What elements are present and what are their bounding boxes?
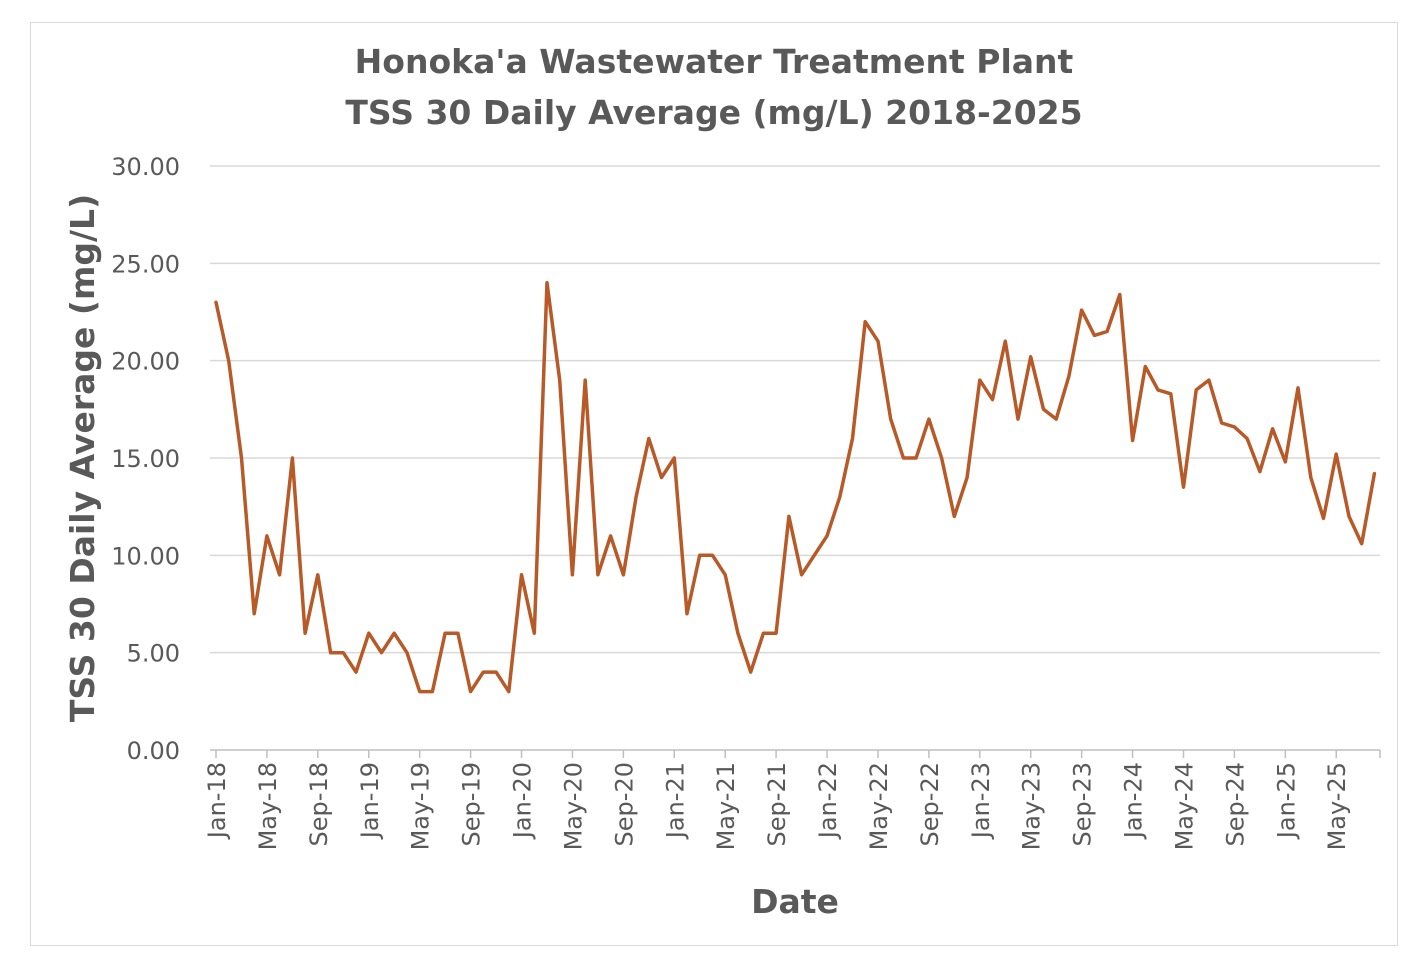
gridlines — [210, 165, 1380, 751]
y-tick-label: 15.00 — [111, 445, 180, 473]
x-axis-label: Date — [751, 882, 839, 921]
x-tick-label: May-24 — [1170, 762, 1198, 850]
chart-frame — [30, 22, 1398, 946]
x-tick-label: May-25 — [1323, 762, 1351, 850]
x-tick-label: May-23 — [1018, 762, 1046, 850]
x-tick-label: May-19 — [407, 762, 435, 850]
y-tick-label: 30.00 — [111, 153, 180, 181]
x-tick-label: Jan-22 — [814, 762, 842, 840]
series-line — [214, 281, 1377, 694]
x-tick-label: Jan-20 — [509, 762, 537, 840]
x-tick-labels: Jan-18 May-18 Sep-18 Jan-19 May-19 Sep-19 Jan-… — [203, 750, 1381, 850]
x-tick-label: Sep-21 — [763, 762, 791, 846]
x-tick-label: Jan-18 — [203, 762, 231, 840]
x-tick-label: Jan-19 — [356, 762, 384, 840]
series-group — [214, 281, 1377, 694]
x-tick-label: Sep-18 — [305, 762, 333, 846]
y-tick-label: 0.00 — [127, 737, 180, 765]
x-tick-label: Jan-23 — [967, 762, 995, 840]
chart-title-line-2: TSS 30 Daily Average (mg/L) 2018-2025 — [345, 93, 1082, 132]
y-tick-label: 5.00 — [127, 640, 180, 668]
y-axis-label: TSS 30 Daily Average (mg/L) — [63, 194, 102, 722]
x-tick-label: May-20 — [559, 762, 587, 850]
x-tick-label: Sep-20 — [610, 762, 638, 846]
x-tick-label: Sep-24 — [1221, 762, 1249, 846]
x-tick-label: May-22 — [865, 762, 893, 850]
x-tick-label: Jan-24 — [1120, 762, 1148, 840]
x-tick-label: Jan-25 — [1272, 762, 1300, 840]
y-tick-label: 25.00 — [111, 250, 180, 278]
x-tick-label: Sep-22 — [916, 762, 944, 846]
x-tick-label: Sep-23 — [1069, 762, 1097, 846]
x-tick-label: May-21 — [712, 762, 740, 850]
y-tick-labels: 0.00 5.00 10.00 15.00 20.00 25.00 30.00 — [111, 153, 180, 765]
y-tick-label: 20.00 — [111, 348, 180, 376]
chart-title-line-1: Honoka'a Wastewater Treatment Plant — [355, 42, 1074, 81]
x-tick-label: Jan-21 — [661, 762, 689, 840]
x-tick-label: Sep-19 — [458, 762, 486, 846]
x-tick-label: May-18 — [254, 762, 282, 850]
y-tick-label: 10.00 — [111, 542, 180, 570]
